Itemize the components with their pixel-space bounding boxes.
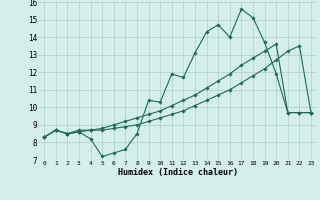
X-axis label: Humidex (Indice chaleur): Humidex (Indice chaleur) <box>118 168 238 177</box>
